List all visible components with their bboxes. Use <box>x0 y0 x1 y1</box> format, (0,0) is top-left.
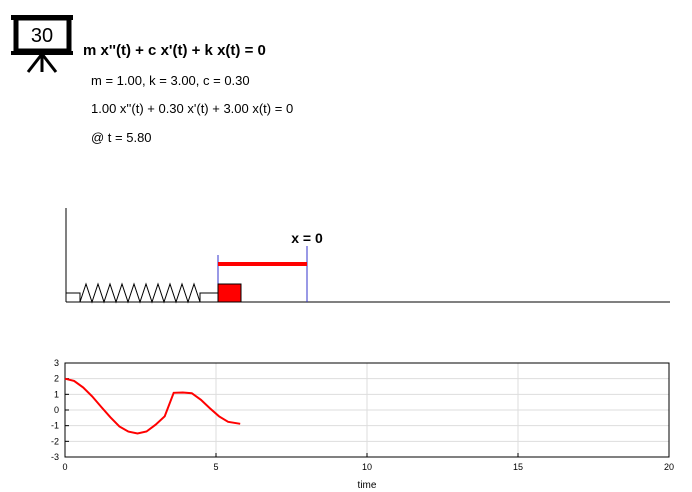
y-tick-label: 3 <box>54 358 59 368</box>
x-tick-label: 20 <box>664 462 674 472</box>
time-readout: @ t = 5.80 <box>91 130 152 145</box>
y-tick-label: -2 <box>51 436 59 446</box>
y-tick-label: -1 <box>51 421 59 431</box>
displacement-plot: 0 5 10 15 20 -3 -2 -1 0 1 2 3 time <box>51 358 674 491</box>
equilibrium-label: x = 0 <box>291 230 323 246</box>
equation-title: m x''(t) + c x'(t) + k x(t) = 0 <box>83 42 266 59</box>
numeric-equation: 1.00 x''(t) + 0.30 x'(t) + 3.00 x(t) = 0 <box>91 101 294 116</box>
badge-value: 30 <box>31 25 53 47</box>
x-tick-label: 0 <box>62 462 67 472</box>
spring <box>66 282 218 304</box>
series-line <box>64 377 241 435</box>
x-tick-label: 15 <box>513 462 523 472</box>
y-tick-label: -3 <box>51 452 59 462</box>
spring-mass-simulation: x = 0 <box>65 208 670 304</box>
x-tick-label: 10 <box>362 462 372 472</box>
parameter-values: m = 1.00, k = 3.00, c = 0.30 <box>91 73 250 88</box>
y-tick-label: 1 <box>54 389 59 399</box>
y-tick-label: 0 <box>54 405 59 415</box>
y-tick-label: 2 <box>54 374 59 384</box>
mass-block <box>217 283 242 303</box>
presentation-board-icon: 30 <box>11 15 73 73</box>
x-axis-label: time <box>358 480 377 491</box>
x-tick-label: 5 <box>213 462 218 472</box>
